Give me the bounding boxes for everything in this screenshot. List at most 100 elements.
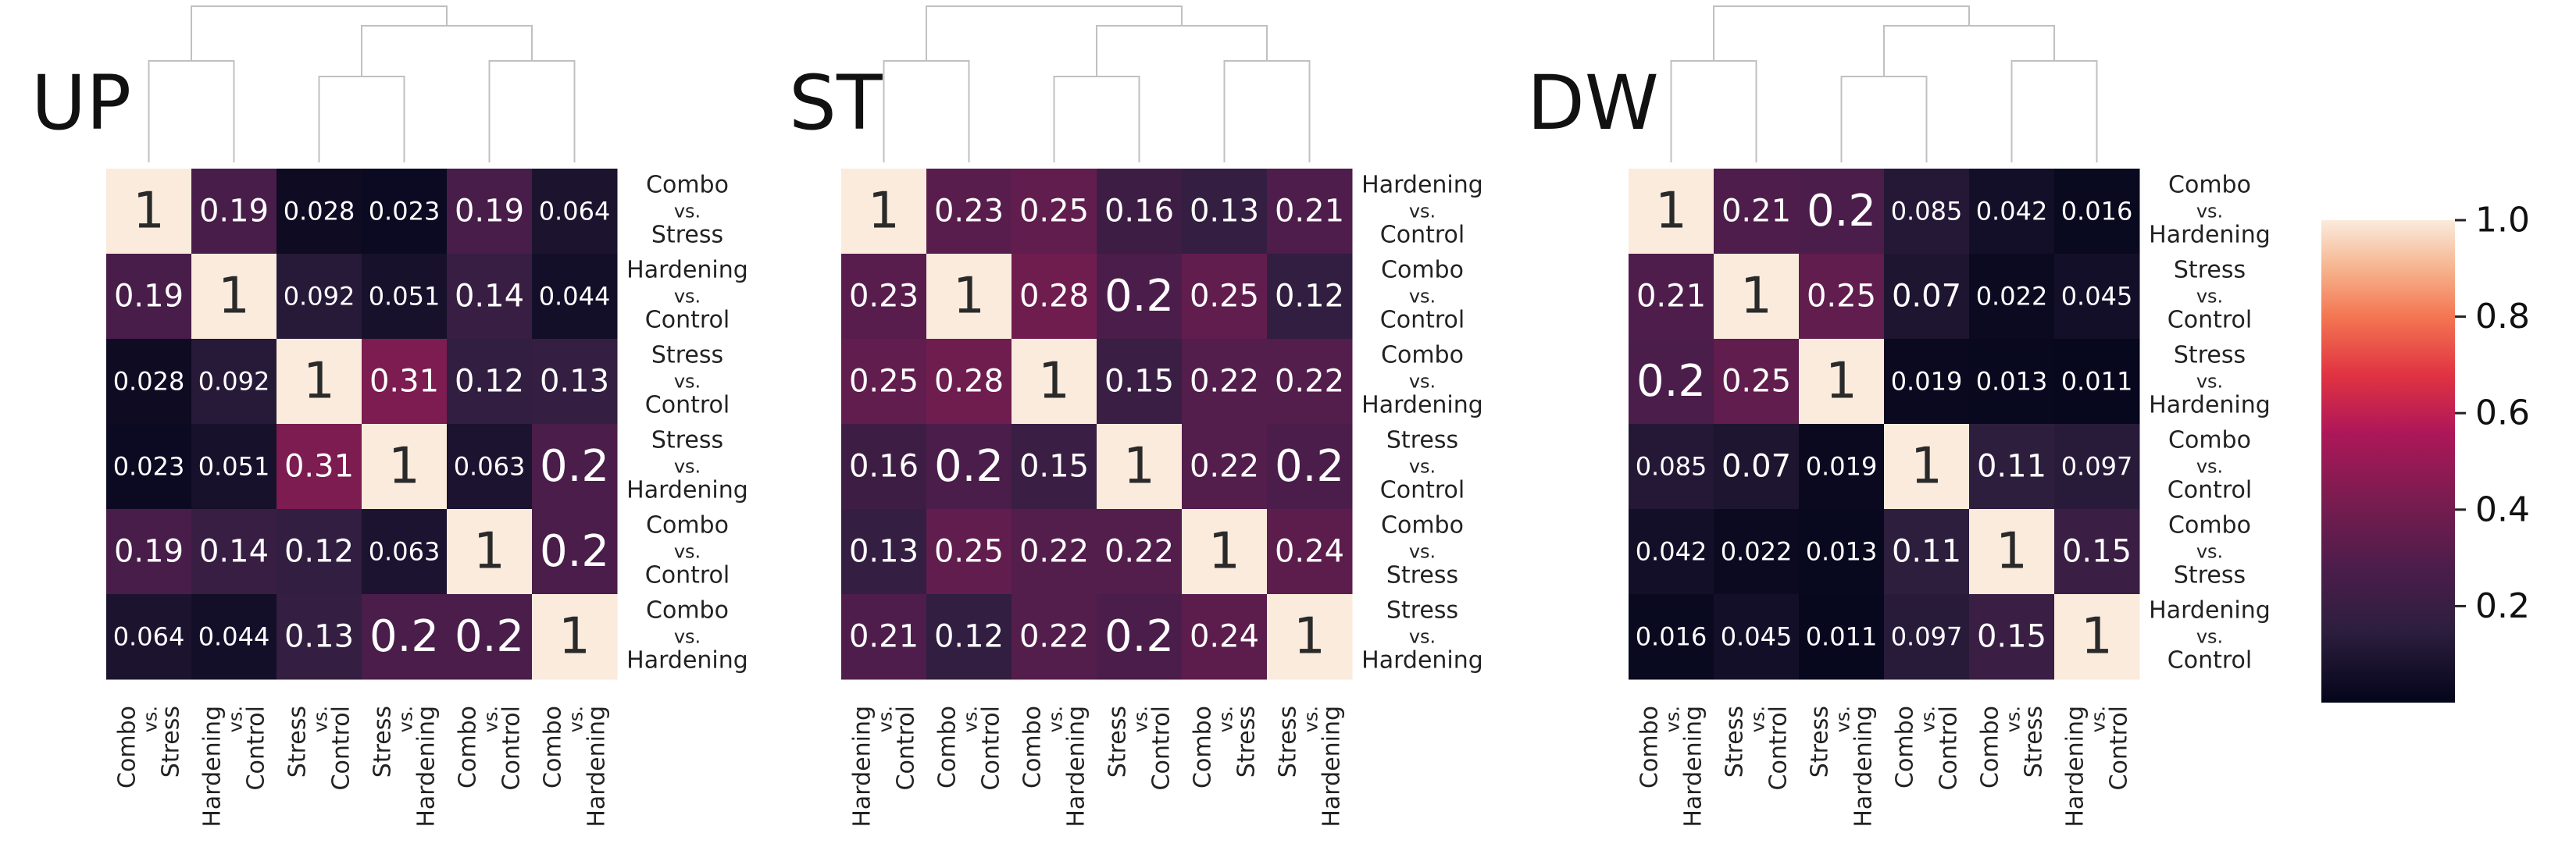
cell-value-label: 1 <box>1996 523 2028 581</box>
cell-value-label: 0.15 <box>1104 364 1174 400</box>
heatmap-cell <box>2054 424 2140 510</box>
column-label: Combovs.Control <box>1892 706 1963 790</box>
heatmap-panel-st: ST1 0.23 0.25 0.16 0.13 0.210.23 1 0.28 0.2 0.25 0… <box>789 5 1483 828</box>
cell-value-label: 0.2 <box>455 611 524 662</box>
heatmap-cell <box>1267 509 1353 595</box>
column-label: Hardeningvs.Control <box>199 706 270 828</box>
cell-value-label: 0.12 <box>455 364 524 400</box>
dendrogram-link <box>318 76 405 162</box>
cell-value-label: 1 <box>388 438 420 496</box>
heatmap-cell <box>1969 254 2055 340</box>
row-label: Hardening vs. Control <box>2149 597 2271 675</box>
heatmap-cell <box>447 594 533 680</box>
heatmap-cell <box>841 339 927 425</box>
heatmap-cell <box>841 509 927 595</box>
cell-value-label: 1 <box>868 183 900 240</box>
heatmap-cell <box>362 169 448 255</box>
cell-value-label: 1 <box>1208 523 1240 581</box>
heatmap-cell <box>191 424 277 510</box>
heatmap-cell <box>106 339 192 425</box>
row-label: Combo vs. Stress <box>2168 512 2251 589</box>
dendrogram-link <box>191 5 448 61</box>
row-label: Stress vs. Control <box>645 342 730 419</box>
dendrogram-link <box>361 25 533 77</box>
heatmap-cell <box>106 509 192 595</box>
row-label: Stress vs. Hardening <box>1361 597 1483 675</box>
heatmap-cell <box>362 254 448 340</box>
column-dendrogram <box>148 5 576 162</box>
heatmap-cell <box>1011 169 1097 255</box>
heatmap-cell <box>926 594 1012 680</box>
svg-text:Hardeningvs.Control: Hardeningvs.Control <box>849 706 920 828</box>
heatmap-cell <box>1799 509 1885 595</box>
row-label: Stress vs. Hardening <box>2149 342 2271 419</box>
svg-text:Stressvs.Control: Stressvs.Control <box>284 706 355 790</box>
heatmap-cell <box>106 424 192 510</box>
heatmap-cell <box>1097 424 1183 510</box>
svg-text:Stressvs.Hardening: Stressvs.Hardening <box>1807 706 1878 828</box>
cell-value-label: 0.24 <box>1275 534 1344 570</box>
cell-value-label: 0.22 <box>1019 619 1089 655</box>
heatmap-cell <box>1097 339 1183 425</box>
heatmap-cell <box>277 339 362 425</box>
column-label: Stressvs.Hardening <box>369 706 441 828</box>
heatmap-cell <box>106 169 192 255</box>
cell-value-label: 0.12 <box>934 619 1004 655</box>
cell-value-label: 0.022 <box>1721 537 1793 567</box>
heatmap-cell <box>1267 424 1353 510</box>
heatmap-cell <box>2054 509 2140 595</box>
heatmap-cell <box>1884 339 1970 425</box>
cell-value-label: 0.013 <box>1806 537 1878 567</box>
dendrogram-link <box>926 5 1183 61</box>
cell-value-label: 0.2 <box>934 441 1004 492</box>
dendrogram-link <box>883 60 970 162</box>
cell-value-label: 0.085 <box>1636 452 1707 482</box>
heatmap-cell <box>1011 424 1097 510</box>
cell-value-label: 0.25 <box>1019 194 1089 230</box>
cell-value-label: 0.16 <box>849 449 919 485</box>
cell-value-label: 0.2 <box>1636 356 1706 407</box>
cell-value-label: 0.25 <box>934 534 1004 570</box>
cell-value-label: 0.24 <box>1190 619 1259 655</box>
heatmap-cell <box>1714 254 1800 340</box>
cell-value-label: 0.092 <box>198 367 270 397</box>
cell-value-label: 0.045 <box>1721 622 1793 652</box>
cell-value-label: 0.12 <box>284 534 354 570</box>
row-label: Combo vs. Control <box>2167 427 2252 504</box>
heatmap-cell <box>191 169 277 255</box>
column-label: Hardeningvs.Control <box>2062 706 2133 828</box>
heatmap-cell <box>1799 424 1885 510</box>
heatmap-cell <box>532 424 618 510</box>
cell-value-label: 0.097 <box>2061 452 2133 482</box>
cell-value-label: 0.19 <box>114 534 184 570</box>
dendrogram-link <box>1713 5 1970 61</box>
heatmap-cell <box>2054 594 2140 680</box>
cell-value-label: 0.11 <box>1892 534 1961 570</box>
heatmap-cell <box>277 509 362 595</box>
heatmap-cell <box>1969 424 2055 510</box>
cell-value-label: 0.063 <box>454 452 526 482</box>
cell-value-label: 1 <box>1123 438 1155 496</box>
heatmap-cell <box>277 254 362 340</box>
row-label: Combo vs. Hardening <box>2149 172 2271 249</box>
cell-value-label: 0.13 <box>1190 194 1259 230</box>
heatmap-cell <box>1629 339 1714 425</box>
cell-value-label: 0.21 <box>1721 194 1791 230</box>
column-label: Combovs.Stress <box>1190 706 1261 788</box>
cell-value-label: 0.15 <box>1019 449 1089 485</box>
column-label: Combovs.Control <box>934 706 1005 790</box>
svg-text:Combovs.Control: Combovs.Control <box>1892 706 1963 790</box>
heatmap-cell <box>447 254 533 340</box>
heatmap-cell <box>926 254 1012 340</box>
cell-value-label: 0.019 <box>1806 452 1878 482</box>
cell-value-label: 1 <box>1293 608 1325 666</box>
heatmap-cell <box>1799 169 1885 255</box>
cell-value-label: 0.16 <box>1104 194 1174 230</box>
cell-value-label: 0.31 <box>369 364 439 400</box>
colorbar-tick-label: 0.8 <box>2475 297 2530 336</box>
cell-value-label: 0.051 <box>369 282 441 311</box>
cell-value-label: 0.25 <box>1190 279 1259 315</box>
column-label: Stressvs.Control <box>1721 706 1793 790</box>
cell-value-label: 0.097 <box>1891 622 1963 652</box>
